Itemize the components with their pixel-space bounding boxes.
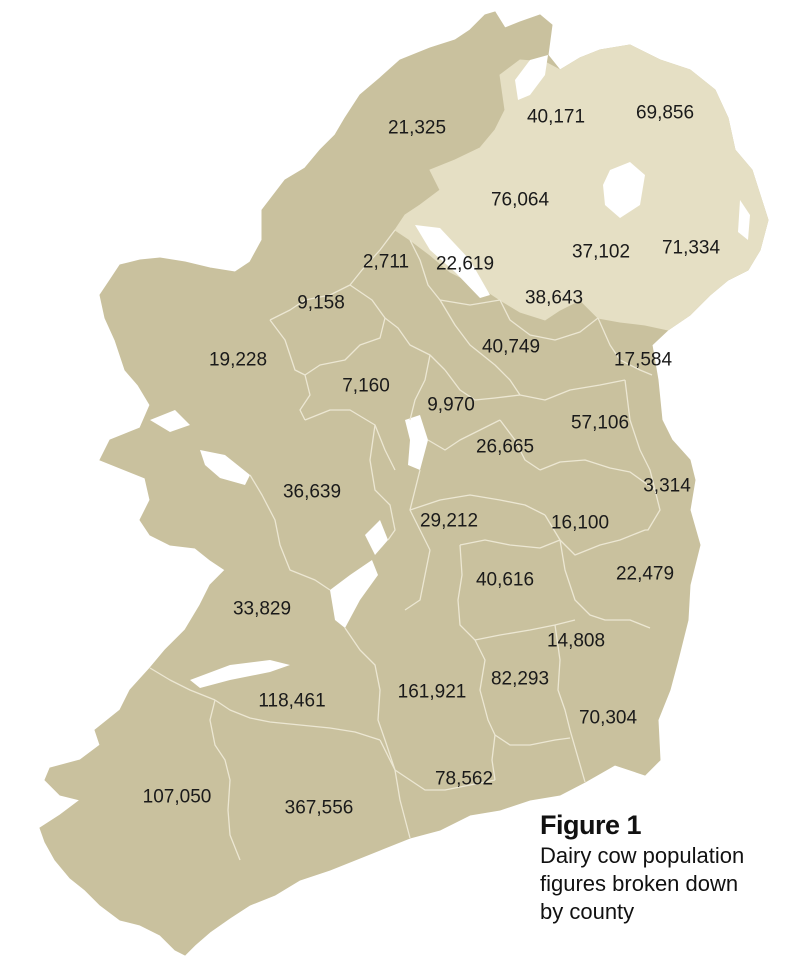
lough-erne xyxy=(415,225,490,298)
county-label-cork: 367,556 xyxy=(285,798,354,819)
county-label-carlow: 14,808 xyxy=(547,631,605,652)
figure-caption: Figure 1 Dairy cow population figures br… xyxy=(540,808,780,926)
figure-description: Dairy cow population figures broken down… xyxy=(540,843,745,924)
county-borders xyxy=(149,229,661,861)
northern-ireland-region xyxy=(394,44,769,331)
county-label-westmeath: 26,665 xyxy=(476,437,534,458)
county-label-dublin: 3,314 xyxy=(643,476,691,497)
county-label-longford: 9,970 xyxy=(427,395,475,416)
county-label-kildare: 16,100 xyxy=(551,513,609,534)
lough-foyle xyxy=(515,55,548,100)
dingle-bay xyxy=(190,660,290,688)
county-label-cavan: 40,749 xyxy=(482,337,540,358)
county-label-wicklow: 22,479 xyxy=(616,564,674,585)
county-label-meath: 57,106 xyxy=(571,413,629,434)
county-label-tipperary: 161,921 xyxy=(398,682,467,703)
county-label-down: 71,334 xyxy=(662,238,721,259)
county-label-armagh: 37,102 xyxy=(572,242,630,263)
county-label-laois: 40,616 xyxy=(476,570,534,591)
county-label-kilkenny: 82,293 xyxy=(491,669,549,690)
lough-ree xyxy=(405,415,428,470)
county-label-mayo: 19,228 xyxy=(209,350,267,371)
clew-bay xyxy=(150,410,190,432)
county-label-waterford: 78,562 xyxy=(435,769,493,790)
county-label-clare: 33,829 xyxy=(233,599,291,620)
county-label-antrim: 69,856 xyxy=(636,103,694,124)
county-label-louth: 17,584 xyxy=(614,350,673,371)
lough-neagh xyxy=(603,162,645,218)
strangford-lough xyxy=(738,200,750,240)
lough-derg xyxy=(365,520,388,555)
county-label-donegal: 21,325 xyxy=(388,118,446,139)
county-label-limerick: 118,461 xyxy=(258,691,325,712)
county-label-galway: 36,639 xyxy=(283,482,341,503)
figure-title: Figure 1 xyxy=(540,810,642,840)
county-label-sligo: 9,158 xyxy=(297,293,345,314)
county-label-wexford: 70,304 xyxy=(579,708,638,729)
county-label-monaghan: 38,643 xyxy=(525,288,583,309)
county-labels: 21,325 40,171 69,856 76,064 37,102 71,33… xyxy=(143,103,721,819)
county-label-tyrone: 76,064 xyxy=(491,190,550,211)
county-label-offaly: 29,212 xyxy=(420,511,478,532)
county-label-roscommon: 7,160 xyxy=(342,376,390,397)
county-label-derry: 40,171 xyxy=(527,107,585,128)
county-label-leitrim: 2,711 xyxy=(363,252,409,273)
shannon-estuary xyxy=(330,560,378,628)
county-label-fermanagh: 22,619 xyxy=(436,254,494,275)
county-label-kerry: 107,050 xyxy=(143,787,212,808)
lough-corrib xyxy=(200,450,250,485)
